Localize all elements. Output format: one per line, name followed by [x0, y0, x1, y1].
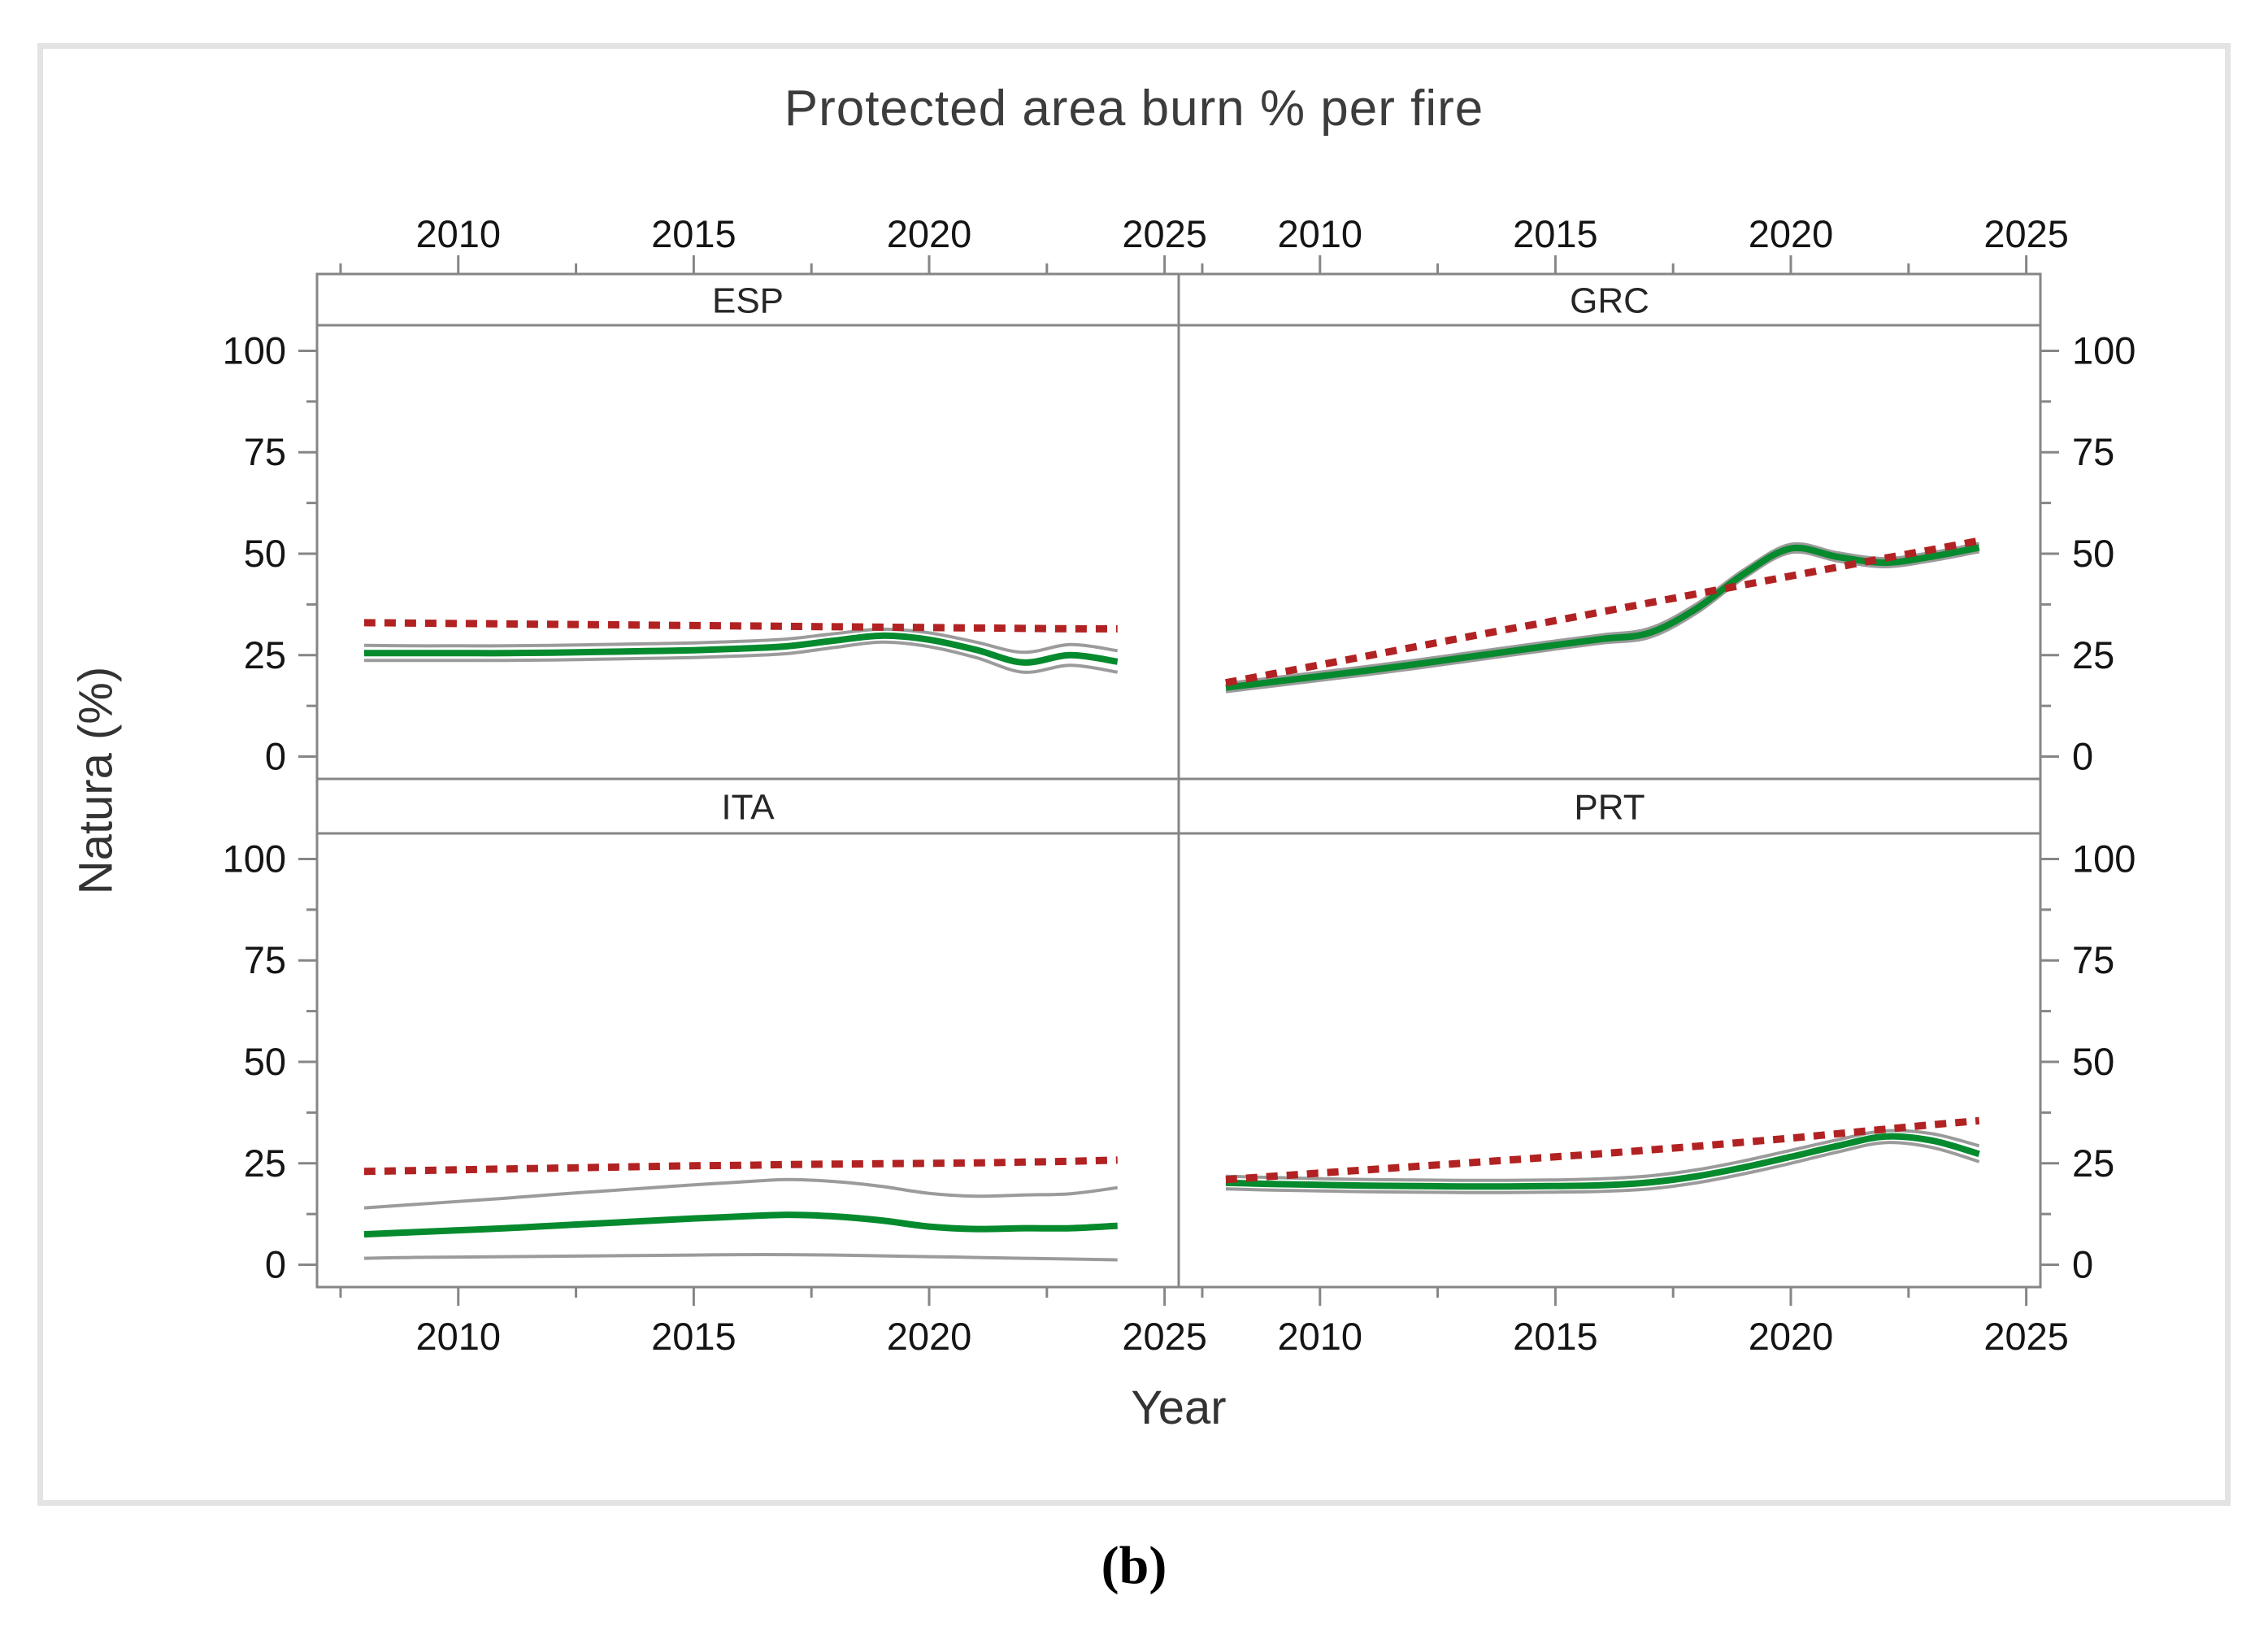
- x-tick-label-bottom: 2010: [415, 1315, 501, 1358]
- smoothed-mean-line-ESP: [363, 632, 1119, 666]
- smoothed-mean-line-PRT: [1225, 1133, 1980, 1190]
- x-tick-label-top: 2015: [651, 212, 736, 255]
- x-tick-label-top: 2025: [1983, 212, 2069, 255]
- ci-upper-line-ESP: [363, 627, 1118, 655]
- x-tick-label-bottom: 2010: [1277, 1315, 1362, 1358]
- chart-title: Protected area burn % per fire: [784, 80, 1484, 137]
- y-tick-label-left: 100: [223, 837, 286, 880]
- y-tick-label-right: 25: [2072, 1142, 2114, 1185]
- x-tick-label-top: 2015: [1513, 212, 1598, 255]
- facet-panel-ESP: [315, 324, 1180, 781]
- x-tick-label-top: 2025: [1122, 212, 1207, 255]
- y-tick-label-left: 0: [265, 1243, 286, 1286]
- x-tick-label-bottom: 2025: [1122, 1315, 1207, 1358]
- y-tick-label-right: 75: [2072, 430, 2114, 473]
- facet-label-ITA: ITA: [721, 788, 775, 828]
- facet-strip-ITA: [315, 777, 1180, 835]
- smoothed-mean-line-ITA: [363, 1211, 1118, 1238]
- ci-lower-line-PRT: [1225, 1141, 1980, 1194]
- x-tick-label-bottom: 2015: [1513, 1315, 1598, 1358]
- x-tick-label-top: 2020: [887, 212, 972, 255]
- facet-strip-ESP: [315, 272, 1180, 327]
- trend-dashed-line-ESP: [363, 619, 1118, 633]
- trend-dashed-line-ITA: [363, 1156, 1118, 1176]
- facet-label-PRT: PRT: [1574, 788, 1645, 828]
- y-tick-label-right: 0: [2072, 735, 2093, 778]
- x-tick-label-bottom: 2025: [1983, 1315, 2069, 1358]
- x-axis-label: Year: [1131, 1381, 1227, 1434]
- y-tick-label-right: 75: [2072, 938, 2114, 981]
- y-axis-label: Natura (%): [69, 666, 123, 895]
- y-tick-label-left: 50: [244, 1040, 286, 1083]
- y-tick-label-right: 100: [2072, 837, 2135, 880]
- facet-strip-GRC: [1177, 272, 2042, 327]
- ci-upper-line-GRC: [1225, 541, 1980, 685]
- ci-lower-line-ESP: [363, 640, 1119, 674]
- facet-panel-GRC: [1177, 324, 2042, 781]
- x-tick-label-top: 2010: [1277, 212, 1362, 255]
- x-tick-label-bottom: 2015: [651, 1315, 736, 1358]
- y-tick-label-left: 50: [244, 532, 286, 575]
- y-tick-label-right: 25: [2072, 633, 2114, 676]
- ci-lower-line-ITA: [363, 1253, 1118, 1262]
- y-tick-label-left: 75: [244, 430, 286, 473]
- facet-label-GRC: GRC: [1570, 281, 1649, 321]
- y-tick-label-left: 0: [265, 735, 286, 778]
- x-tick-label-bottom: 2020: [1749, 1315, 1834, 1358]
- ci-upper-line-ITA: [363, 1177, 1118, 1210]
- y-tick-label-right: 50: [2072, 532, 2114, 575]
- x-tick-label-top: 2010: [415, 212, 501, 255]
- ci-upper-line-PRT: [1225, 1129, 1980, 1182]
- smoothed-mean-line-GRC: [1225, 544, 1980, 691]
- y-tick-label-left: 75: [244, 938, 286, 981]
- figure-caption: (b): [1101, 1536, 1167, 1595]
- x-tick-label-bottom: 2020: [887, 1315, 972, 1358]
- y-tick-label-left: 100: [223, 328, 286, 372]
- y-tick-label-right: 100: [2072, 328, 2135, 372]
- facet-panel-PRT: [1177, 832, 2042, 1289]
- y-tick-label-left: 25: [244, 633, 286, 676]
- trend-dashed-line-GRC: [1225, 537, 1980, 687]
- y-tick-label-right: 0: [2072, 1243, 2093, 1286]
- facet-panel-ITA: [315, 832, 1180, 1289]
- y-tick-label-right: 50: [2072, 1040, 2114, 1083]
- x-tick-label-top: 2020: [1749, 212, 1834, 255]
- y-tick-label-left: 25: [244, 1142, 286, 1185]
- facet-label-ESP: ESP: [712, 281, 784, 321]
- trend-dashed-line-PRT: [1225, 1116, 1980, 1184]
